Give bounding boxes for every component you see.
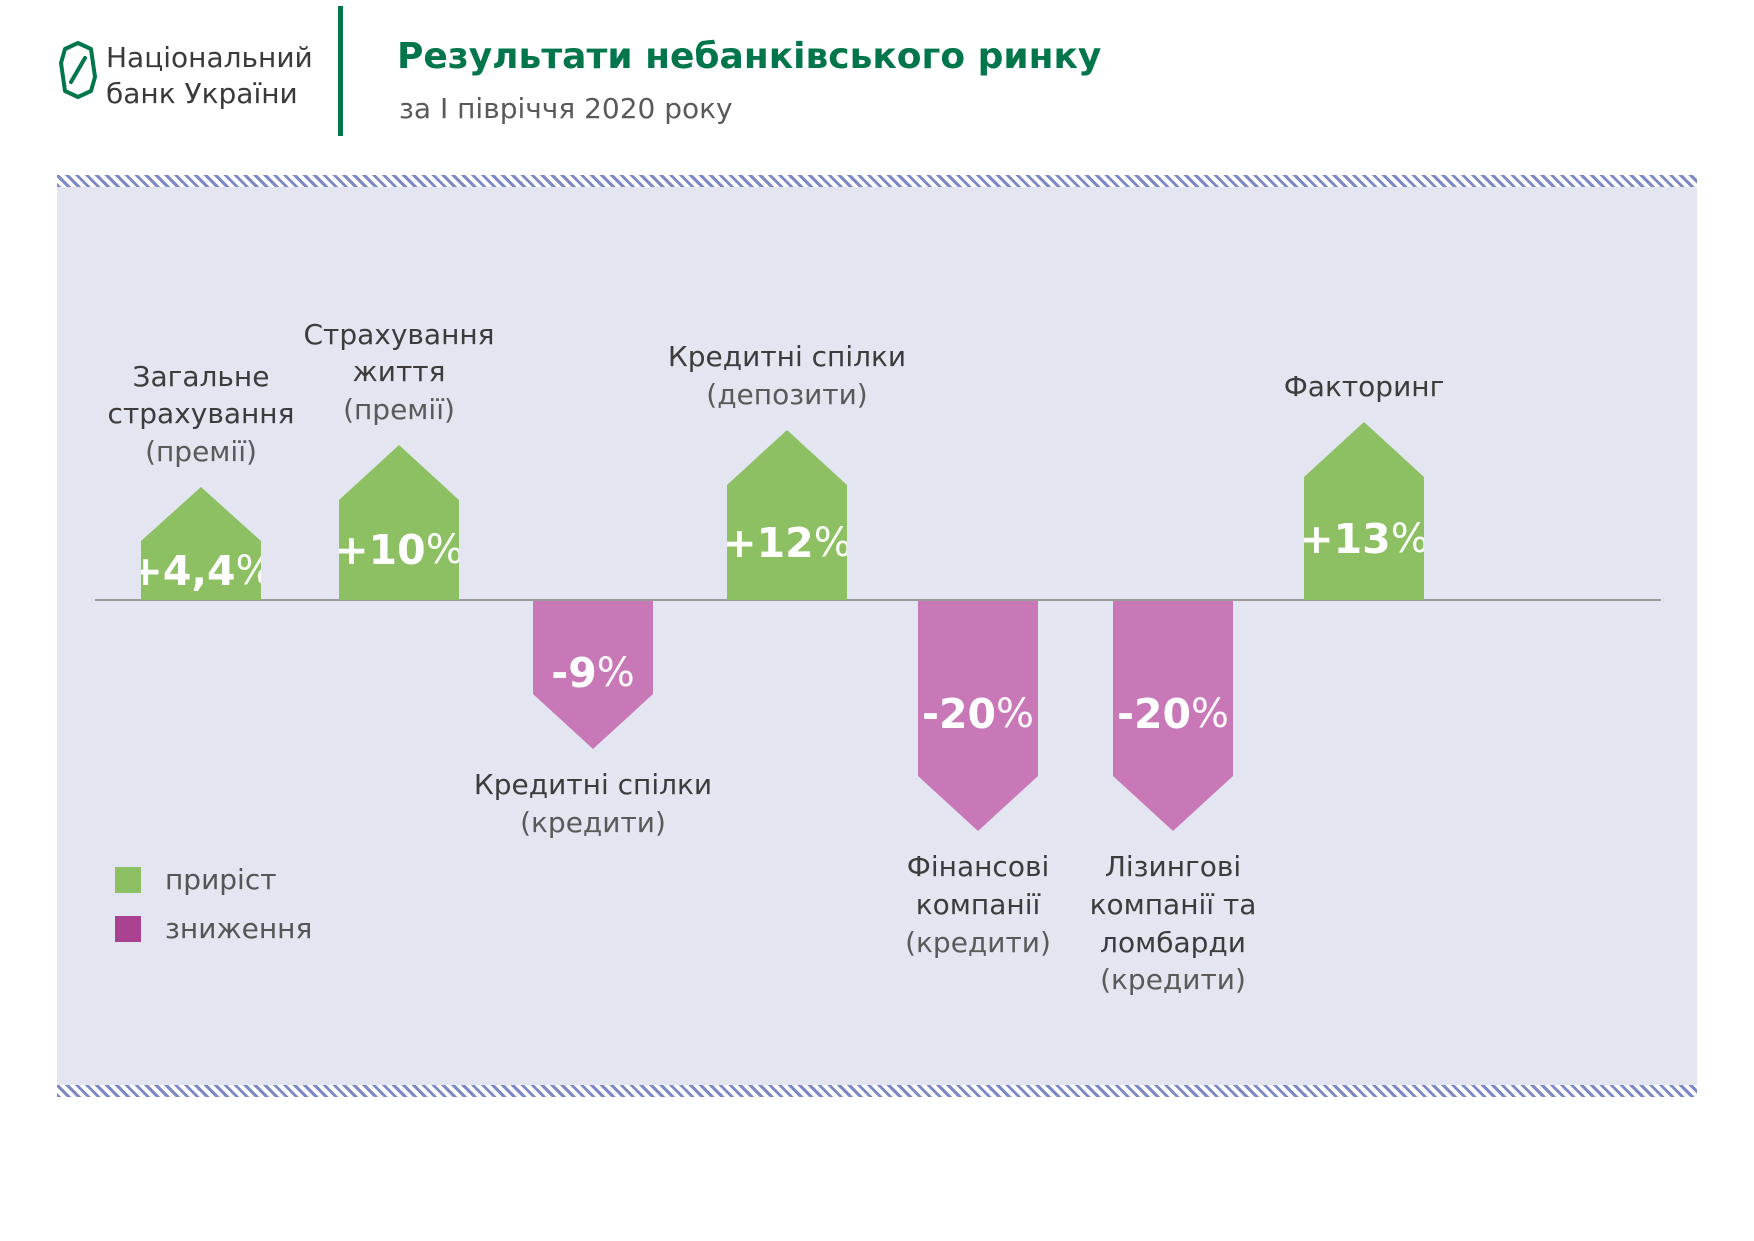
category-label: Фінансові компанії (кредити) (858, 848, 1098, 961)
bank-name: Національний банк України (106, 40, 313, 113)
bottom-striped-border (57, 1085, 1697, 1097)
category-sublabel: (кредити) (905, 925, 1051, 959)
legend-decline-label: зниження (165, 912, 313, 945)
arrow-value: -20 (921, 689, 997, 738)
arrow-unit: % (813, 519, 852, 566)
zero-baseline (95, 599, 1661, 601)
arrow-value: -9 (551, 648, 597, 697)
decline-arrow: -20% (1113, 601, 1233, 831)
arrow-value: +13 (1299, 514, 1391, 563)
arrow-value: +12 (722, 518, 814, 567)
chart-panel: приріст зниження +4,4% Загальне страхуван… (57, 175, 1697, 1097)
category-label: Кредитні спілки (депозити) (667, 338, 907, 414)
category-sublabel: (депозити) (706, 378, 868, 412)
category-name: Факторинг (1283, 370, 1445, 404)
legend-growth-swatch (115, 866, 141, 893)
category-name: Загальне страхування (107, 359, 295, 431)
top-striped-border (57, 175, 1697, 187)
category-sublabel: (премії) (145, 435, 257, 469)
category-name: Фінансові компанії (906, 850, 1050, 921)
category-label: Кредитні спілки (кредити) (473, 766, 713, 842)
chart-area: приріст зниження +4,4% Загальне страхуван… (57, 187, 1697, 1085)
legend-growth-label: приріст (165, 863, 277, 896)
growth-arrow: +4,4% (141, 487, 261, 600)
category-sublabel: (кредити) (520, 805, 666, 839)
decline-arrow: -20% (918, 601, 1038, 831)
category-label: Факторинг (1244, 368, 1484, 406)
header: Національний банк України Результати неб… (0, 0, 1754, 175)
bank-name-line1: Національний (106, 41, 313, 74)
legend: приріст зниження (115, 863, 312, 961)
page-title: Результати небанківського ринку (397, 36, 1102, 77)
arrow-unit: % (596, 649, 635, 696)
decline-arrow: -9% (533, 601, 653, 749)
category-sublabel: (премії) (343, 393, 455, 427)
category-label: Страхування життя (премії) (279, 316, 519, 429)
category-name: Кредитні спілки (473, 768, 713, 801)
page-subtitle: за І півріччя 2020 року (399, 92, 733, 125)
legend-item-growth: приріст (115, 863, 312, 896)
arrow-unit: % (1191, 690, 1230, 737)
arrow-value: +4,4 (128, 546, 236, 595)
category-name: Лізингові компанії та ломбарди (1089, 850, 1257, 959)
arrow-value: -20 (1116, 689, 1192, 738)
arrow-unit: % (425, 527, 464, 573)
arrow-unit: % (235, 547, 274, 594)
category-label: Загальне страхування (премії) (81, 358, 321, 471)
growth-arrow: +13% (1304, 422, 1424, 600)
arrow-unit: % (996, 690, 1035, 737)
growth-arrow: +12% (727, 430, 847, 600)
category-sublabel: (кредити) (1100, 963, 1246, 997)
arrow-value: +10 (334, 526, 426, 574)
arrow-unit: % (1390, 515, 1429, 562)
category-name: Кредитні спілки (667, 340, 907, 374)
bank-name-line2: банк України (106, 77, 298, 111)
category-name: Страхування життя (303, 317, 495, 389)
legend-item-decline: зниження (115, 912, 312, 945)
header-divider (338, 6, 343, 136)
growth-arrow: +10% (339, 445, 459, 600)
nbu-logo-icon (59, 41, 97, 99)
legend-decline-swatch (115, 915, 141, 942)
category-label: Лізингові компанії та ломбарди (кредити) (1053, 848, 1293, 999)
